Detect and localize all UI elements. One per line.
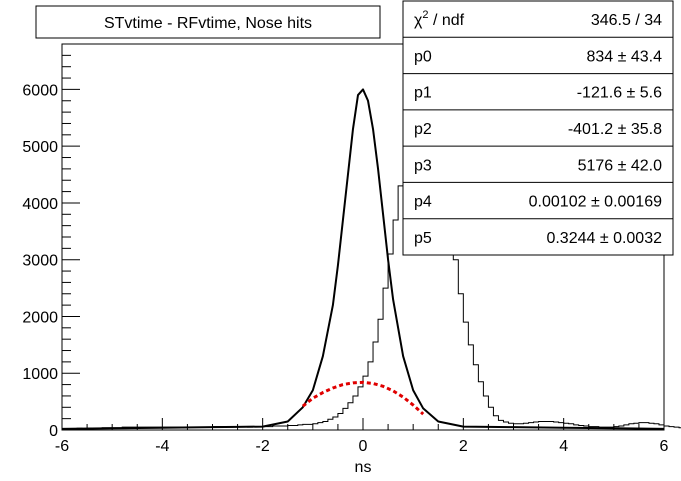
stats-box: χ2 / ndf 346.5 / 34 p0 834 ± 43.4 p1 -121.6 ±… [402,0,674,256]
stats-value: 346.5 / 34 [591,12,662,29]
stats-label: p2 [414,121,432,138]
stats-value: 5176 ± 42.0 [578,157,663,174]
background-curve [301,380,425,416]
y-tick-label: 4000 [22,196,58,213]
x-tick-label: -6 [55,438,69,455]
fit-curve [61,88,665,430]
y-tick-label: 0 [49,423,58,440]
stats-label: p0 [414,48,432,65]
y-tick-label: 1000 [22,366,58,383]
stats-value: 834 ± 43.4 [586,48,662,65]
y-tick-labels: 0 1000 2000 3000 4000 5000 6000 [22,82,58,440]
stats-label: p1 [414,85,432,102]
stats-label: p4 [414,194,432,211]
x-tick-labels: -6 -4 -2 0 2 4 6 [55,438,669,455]
x-tick-label: 2 [459,438,468,455]
stats-value: -401.2 ± 35.8 [568,121,662,138]
stats-value: 0.3244 ± 0.0032 [546,230,662,247]
x-axis-title: ns [355,459,372,476]
x-tick-label: 6 [660,438,669,455]
y-tick-label: 2000 [22,309,58,326]
x-tick-label: 0 [359,438,368,455]
x-tick-label: -2 [256,438,270,455]
y-tick-label: 3000 [22,253,58,270]
x-tick-label: 4 [559,438,568,455]
title-box: STvtime - RFvtime, Nose hits [35,5,381,39]
x-tick-label: -4 [155,438,169,455]
stats-value: 0.00102 ± 0.00169 [529,194,662,211]
stats-value: -121.6 ± 5.6 [577,85,662,102]
chart-title: STvtime - RFvtime, Nose hits [104,15,312,32]
stats-label: p3 [414,157,432,174]
fit-curves [61,88,665,430]
stats-label: χ2 / ndf [414,9,465,29]
y-tick-label: 6000 [22,82,58,99]
y-tick-label: 5000 [22,139,58,156]
stats-label: p5 [414,230,432,247]
